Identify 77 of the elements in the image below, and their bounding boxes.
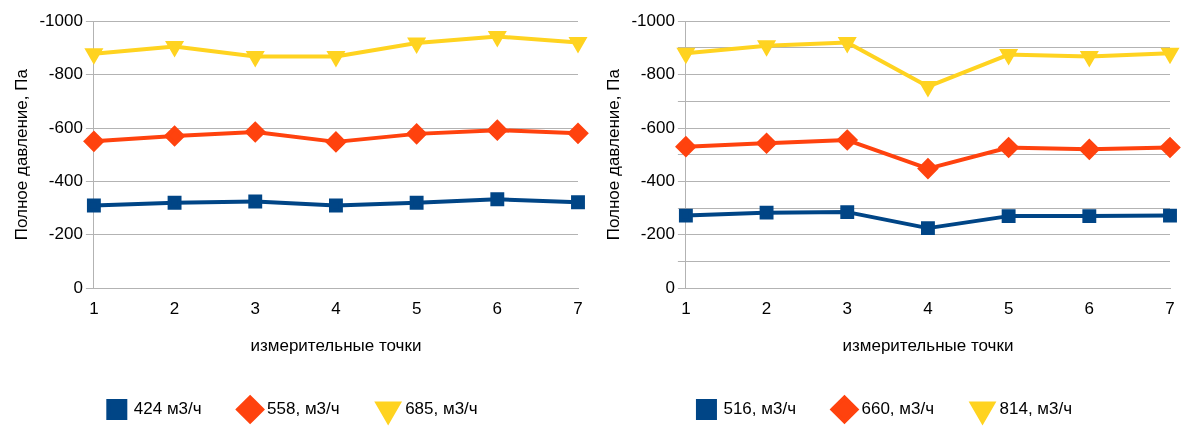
point <box>85 48 102 63</box>
x-tick-label: 3 <box>842 299 852 319</box>
y-tick-label: -1000 <box>39 10 83 30</box>
point <box>490 192 505 207</box>
point <box>86 198 101 213</box>
point <box>1001 209 1016 224</box>
point <box>839 37 856 52</box>
point <box>919 81 936 96</box>
point <box>325 131 346 152</box>
legend-label: 814, м3/ч <box>999 399 1073 419</box>
x-tick-label: 2 <box>169 299 180 319</box>
point <box>245 122 266 143</box>
point <box>83 131 104 152</box>
legend-label: 516, м3/ч <box>723 399 796 419</box>
point <box>408 37 425 53</box>
point <box>998 137 1019 158</box>
point <box>487 120 508 141</box>
point <box>1160 137 1180 158</box>
point <box>917 158 938 179</box>
legend-label: 660, м3/ч <box>861 399 935 419</box>
point <box>837 130 858 151</box>
legend-label: 558, м3/ч <box>267 399 340 419</box>
y-tick-label: -400 <box>48 171 83 191</box>
point <box>1080 50 1099 68</box>
x-tick-label: 6 <box>492 299 503 319</box>
y-axis-title: Полное давление, Па <box>11 68 31 241</box>
legend-label: 685, м3/ч <box>405 399 478 419</box>
point <box>1000 49 1017 64</box>
legend-label: 424 м3/ч <box>133 399 202 419</box>
x-tick-label: 4 <box>331 299 341 319</box>
x-tick-label: 3 <box>250 299 260 319</box>
y-axis-title: Полное давление, Па <box>603 68 623 241</box>
y-tick-label: -800 <box>48 64 83 84</box>
y-tick-label: 0 <box>73 277 83 297</box>
x-axis-title: измерительные точки <box>842 336 1014 356</box>
point <box>245 50 265 68</box>
x-tick-label: 2 <box>761 299 772 319</box>
point <box>569 37 587 52</box>
point <box>1082 209 1097 224</box>
point <box>164 126 185 147</box>
y-tick-label: -800 <box>640 64 675 84</box>
point <box>167 195 182 210</box>
point <box>571 195 585 210</box>
y-tick-label: -200 <box>640 224 675 244</box>
point <box>675 136 696 157</box>
point <box>406 123 427 144</box>
x-tick-label: 1 <box>681 299 691 319</box>
point <box>328 198 343 213</box>
x-tick-label: 4 <box>923 299 933 319</box>
point <box>678 208 693 223</box>
point <box>920 221 935 236</box>
x-tick-label: 7 <box>573 299 583 319</box>
x-tick-label: 5 <box>1003 299 1014 319</box>
point <box>756 133 777 154</box>
x-tick-label: 5 <box>411 299 422 319</box>
point <box>758 40 775 55</box>
y-tick-label: 0 <box>665 277 675 297</box>
y-tick-label: -200 <box>48 224 83 244</box>
x-tick-label: 7 <box>1165 299 1175 319</box>
y-tick-label: -600 <box>48 117 83 137</box>
point <box>568 123 588 144</box>
point <box>326 50 346 68</box>
y-tick-label: -1000 <box>631 10 675 30</box>
y-tick-label: -600 <box>640 117 675 137</box>
point <box>166 41 183 56</box>
x-tick-label: 1 <box>89 299 99 319</box>
point <box>409 195 424 210</box>
point <box>488 30 507 48</box>
point <box>1163 208 1177 223</box>
point <box>840 205 855 220</box>
y-tick-label: -400 <box>640 171 675 191</box>
point <box>248 194 263 209</box>
x-tick-label: 6 <box>1084 299 1095 319</box>
point <box>759 205 774 220</box>
point <box>1079 139 1100 160</box>
x-axis-title: измерительные точки <box>250 336 422 356</box>
point <box>1161 47 1179 63</box>
